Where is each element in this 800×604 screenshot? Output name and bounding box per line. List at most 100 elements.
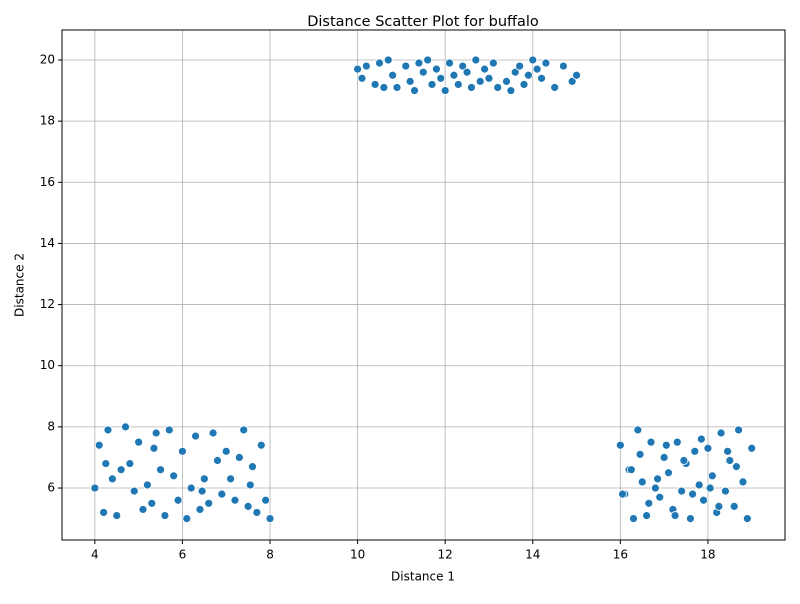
point xyxy=(217,489,227,499)
point xyxy=(138,505,148,514)
x-tick-label: 8 xyxy=(266,548,274,562)
point xyxy=(462,67,472,77)
point xyxy=(418,67,428,77)
point xyxy=(204,498,214,508)
point xyxy=(475,76,485,86)
point xyxy=(480,64,489,74)
point xyxy=(714,501,724,511)
point xyxy=(738,477,748,487)
point xyxy=(370,80,380,89)
point xyxy=(528,55,538,65)
point xyxy=(506,86,516,95)
point xyxy=(410,86,419,95)
point xyxy=(686,514,695,523)
point xyxy=(629,514,638,523)
point xyxy=(642,511,652,520)
point xyxy=(90,483,100,493)
point xyxy=(502,76,511,86)
point xyxy=(493,83,503,92)
x-tick-label: 14 xyxy=(525,548,540,562)
point xyxy=(646,437,656,447)
point xyxy=(699,495,708,505)
point xyxy=(99,508,109,517)
point xyxy=(690,446,700,456)
x-tick-label: 4 xyxy=(91,548,99,562)
point xyxy=(226,474,235,484)
point xyxy=(129,486,139,496)
point xyxy=(401,61,411,71)
y-tick-label: 12 xyxy=(40,297,55,311)
point xyxy=(169,471,179,481)
point xyxy=(353,64,362,74)
point xyxy=(731,462,741,472)
point xyxy=(125,459,135,468)
point xyxy=(151,428,161,438)
x-tick-label: 10 xyxy=(350,548,365,562)
point xyxy=(357,73,367,83)
point xyxy=(182,514,192,523)
point xyxy=(405,76,415,86)
point xyxy=(383,55,393,65)
point xyxy=(173,495,183,505)
x-tick-label: 6 xyxy=(179,548,187,562)
point xyxy=(467,83,476,92)
point xyxy=(742,514,752,523)
point xyxy=(234,453,244,462)
point xyxy=(653,474,662,484)
point xyxy=(164,425,174,435)
point xyxy=(541,58,551,68)
point xyxy=(112,511,122,520)
point xyxy=(230,495,240,505)
point xyxy=(116,465,126,475)
point xyxy=(197,486,207,496)
y-tick-label: 18 xyxy=(40,114,55,128)
point xyxy=(147,498,157,508)
y-tick-label: 20 xyxy=(40,52,55,66)
plot-frame xyxy=(61,29,786,541)
point xyxy=(186,483,196,493)
point xyxy=(550,83,560,92)
point xyxy=(723,446,733,456)
y-tick-label: 6 xyxy=(47,481,55,495)
point xyxy=(729,501,739,511)
point xyxy=(716,428,726,438)
point xyxy=(103,425,113,435)
point xyxy=(734,425,743,435)
point xyxy=(661,440,671,450)
point xyxy=(650,483,660,493)
point xyxy=(707,471,717,481)
point xyxy=(248,462,257,472)
point xyxy=(677,486,687,496)
point xyxy=(655,492,665,502)
y-tick-label: 10 xyxy=(40,358,55,372)
point xyxy=(245,480,255,490)
point xyxy=(532,64,542,74)
point xyxy=(239,425,249,435)
point xyxy=(618,489,627,499)
point xyxy=(453,80,463,89)
point xyxy=(361,61,371,71)
point xyxy=(195,505,205,514)
point xyxy=(519,80,529,89)
point xyxy=(156,465,165,475)
point xyxy=(747,443,757,453)
point xyxy=(414,58,424,68)
point xyxy=(703,443,713,453)
point xyxy=(637,477,647,487)
x-axis-label: Distance 1 xyxy=(391,570,455,584)
point xyxy=(696,434,706,444)
point xyxy=(537,73,546,83)
point xyxy=(572,70,581,80)
point xyxy=(567,76,577,86)
point xyxy=(256,440,266,450)
point xyxy=(388,70,398,80)
point xyxy=(436,73,446,83)
point xyxy=(688,489,697,499)
point xyxy=(440,86,450,95)
point xyxy=(515,61,525,71)
point xyxy=(672,437,682,447)
point xyxy=(445,58,454,68)
point xyxy=(392,83,402,92)
x-tick-label: 16 xyxy=(613,548,628,562)
point xyxy=(375,58,384,68)
